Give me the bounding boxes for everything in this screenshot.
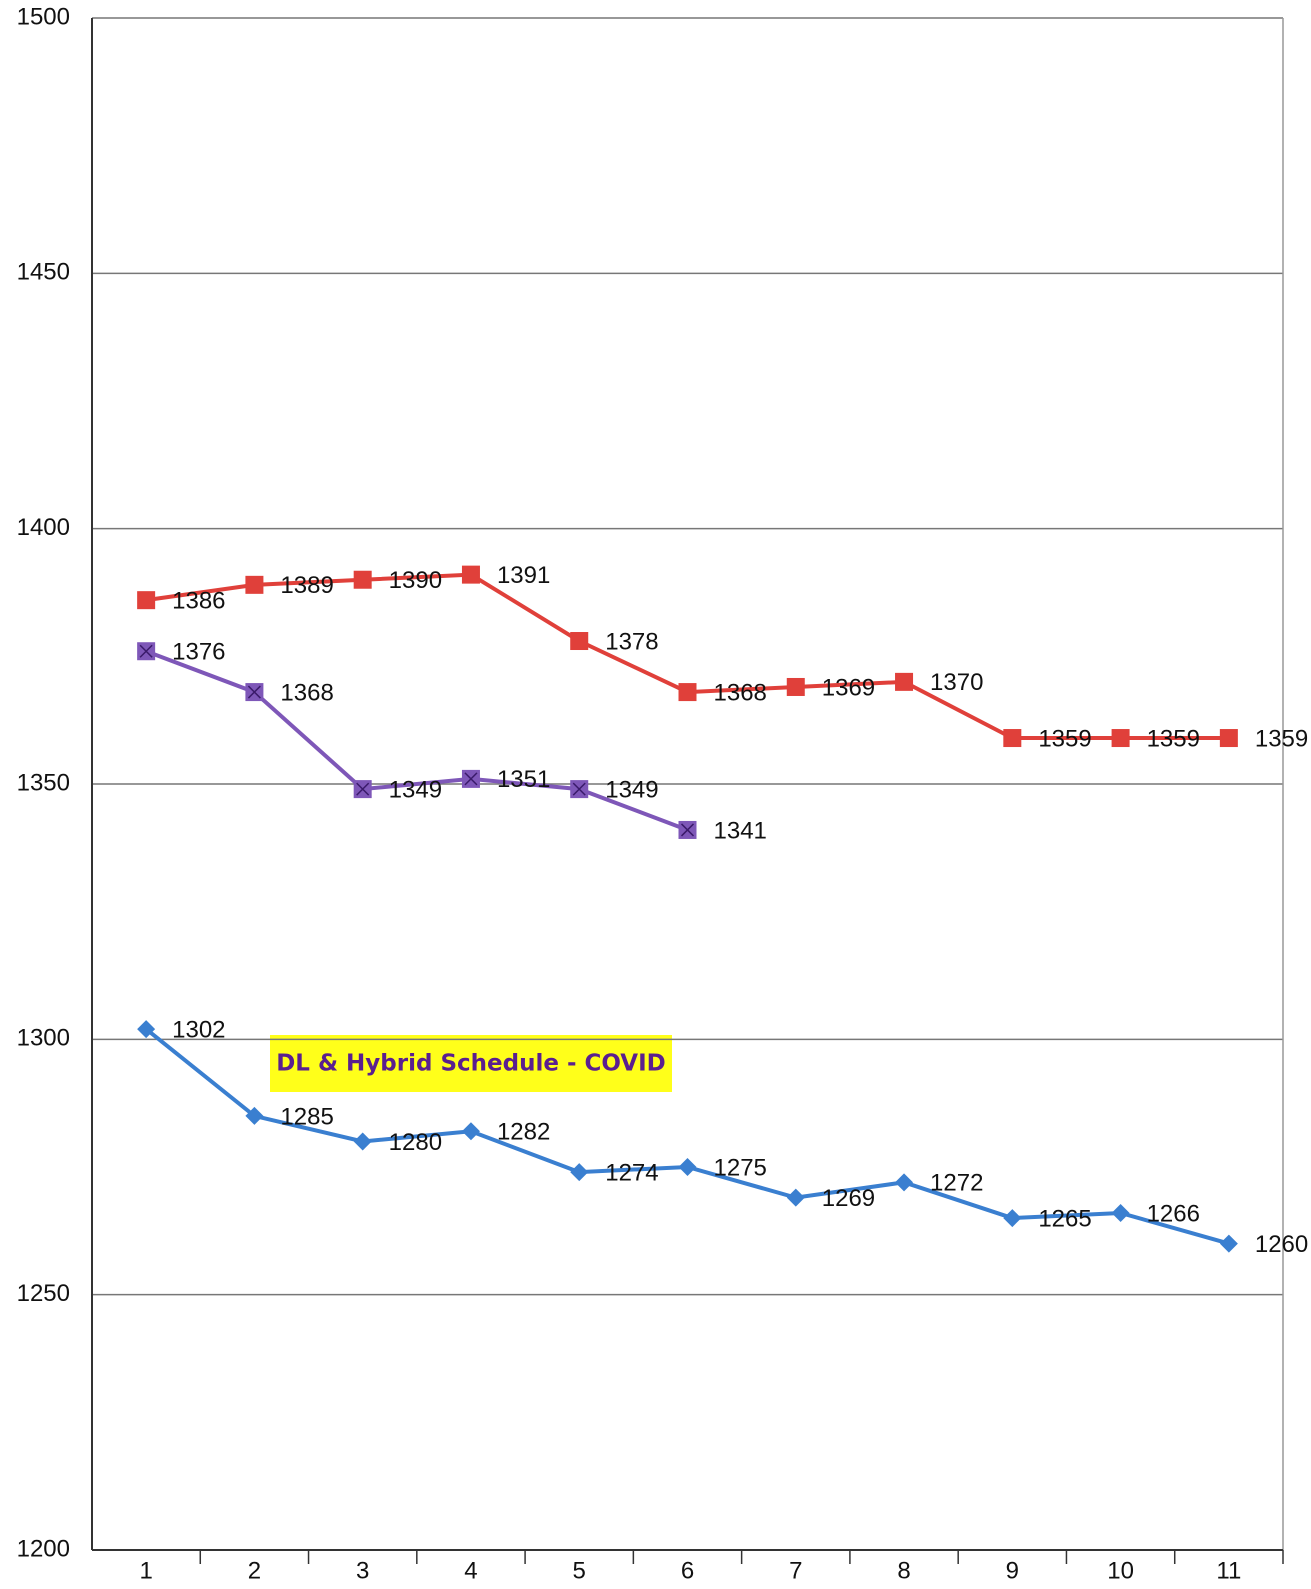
data-label: 1269 <box>822 1185 875 1212</box>
x-tick-label: 5 <box>573 1557 586 1584</box>
data-label: 1285 <box>280 1103 333 1130</box>
data-label: 1302 <box>172 1016 225 1043</box>
x-tick-label: 3 <box>356 1557 369 1584</box>
y-tick-label: 1450 <box>17 259 70 286</box>
data-label: 1389 <box>280 572 333 599</box>
marker <box>678 683 697 702</box>
data-label: 1282 <box>497 1119 550 1146</box>
data-label: 1260 <box>1255 1231 1308 1258</box>
data-label: 1280 <box>389 1129 442 1156</box>
marker <box>786 677 805 696</box>
y-tick-label: 1250 <box>17 1280 70 1307</box>
marker <box>678 1158 697 1176</box>
x-tick-label: 10 <box>1107 1557 1134 1584</box>
marker <box>895 1173 914 1192</box>
marker <box>570 1163 589 1182</box>
marker <box>461 1122 480 1141</box>
y-tick-label: 1400 <box>17 514 70 541</box>
x-tick-label: 8 <box>897 1557 910 1584</box>
data-label: 1359 <box>1147 725 1200 752</box>
marker <box>786 1188 805 1207</box>
x-tick-label: 2 <box>248 1557 261 1584</box>
x-tick-label: 6 <box>681 1557 694 1584</box>
marker-cross <box>572 782 586 796</box>
data-label: 1349 <box>605 776 658 803</box>
marker <box>1111 729 1130 748</box>
data-label: 1376 <box>172 639 225 666</box>
data-label: 1369 <box>822 674 875 701</box>
x-tick-label: 1 <box>139 1557 152 1584</box>
x-tick-label: 9 <box>1006 1557 1019 1584</box>
data-label: 1272 <box>930 1170 983 1197</box>
y-tick-label: 1500 <box>17 3 70 30</box>
marker <box>1219 1234 1238 1253</box>
marker <box>895 672 914 691</box>
marker <box>1003 1209 1022 1228</box>
annotation: DL & Hybrid Schedule - COVID <box>276 1051 666 1077</box>
data-label: 1274 <box>605 1159 658 1186</box>
data-label: 1341 <box>714 817 767 844</box>
annotation-box <box>270 1035 672 1092</box>
marker-cross <box>356 782 370 796</box>
marker <box>137 1020 156 1039</box>
data-label: 1390 <box>389 567 442 594</box>
series-line <box>145 649 689 832</box>
data-label: 1359 <box>1255 725 1308 752</box>
marker-cross <box>139 644 153 658</box>
data-label: 1368 <box>280 679 333 706</box>
marker-cross <box>464 772 478 786</box>
marker <box>1003 729 1022 748</box>
marker <box>245 575 264 594</box>
marker <box>353 570 372 589</box>
marker <box>570 632 589 651</box>
marker <box>1111 1203 1130 1222</box>
marker <box>137 591 156 610</box>
data-label: 1391 <box>497 562 550 589</box>
y-tick-label: 1200 <box>17 1535 70 1562</box>
data-label: 1359 <box>1038 725 1091 752</box>
marker <box>1219 729 1238 748</box>
marker-cross <box>680 823 695 837</box>
marker <box>245 1106 264 1125</box>
data-label: 1370 <box>930 669 983 696</box>
data-label: 1275 <box>714 1154 767 1181</box>
marker-cross <box>247 685 261 699</box>
data-label: 1368 <box>714 679 767 706</box>
x-tick-label: 11 <box>1216 1557 1241 1584</box>
y-tick-label: 1300 <box>17 1025 70 1052</box>
data-label: 1386 <box>172 588 225 615</box>
x-tick-label: 7 <box>789 1557 802 1584</box>
marker <box>353 1132 372 1151</box>
x-tick-label: 4 <box>464 1557 477 1584</box>
data-label: 1351 <box>497 766 550 793</box>
data-label: 1266 <box>1147 1200 1200 1227</box>
y-tick-label: 1350 <box>17 769 70 796</box>
data-label: 1378 <box>605 628 658 655</box>
data-label: 1265 <box>1038 1205 1091 1232</box>
data-label: 1349 <box>389 776 442 803</box>
marker <box>461 565 480 584</box>
